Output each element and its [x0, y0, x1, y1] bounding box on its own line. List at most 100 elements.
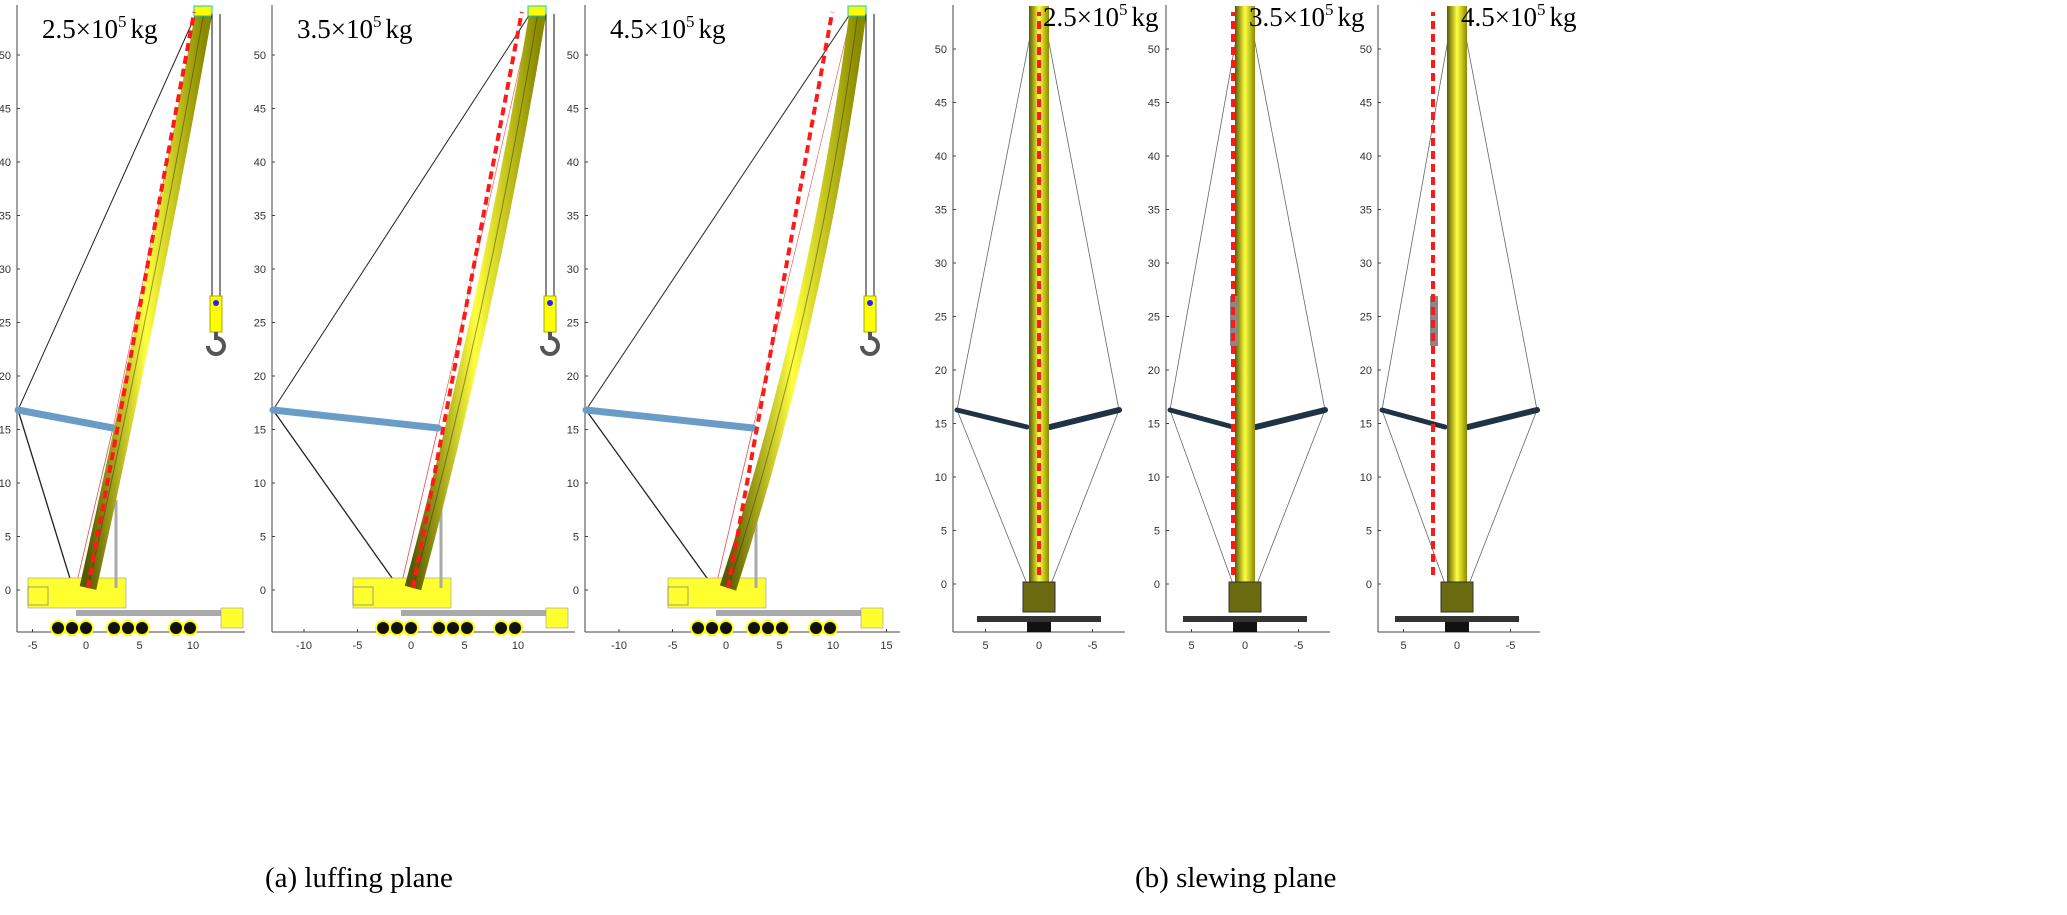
tie-cable	[1050, 409, 1120, 585]
turntable	[1022, 581, 1056, 613]
x-tick-label: 0	[723, 640, 729, 652]
y-tick-label: 35	[0, 211, 11, 223]
boom-head	[193, 5, 213, 17]
y-tick-label: 30	[254, 264, 266, 276]
y-tick-label: 35	[254, 211, 266, 223]
x-tick-label: 5	[982, 640, 988, 652]
y-tick-label: 35	[1360, 205, 1372, 217]
x-tick-label: -5	[1506, 640, 1516, 652]
guide-cable	[75, 427, 114, 587]
y-tick-label: 15	[567, 425, 579, 437]
y-tick-label: 15	[935, 419, 947, 431]
superlift-arm-right	[1253, 407, 1328, 430]
outrigger-beam	[1183, 616, 1307, 622]
wheel	[507, 620, 523, 636]
turntable	[1440, 581, 1474, 613]
wheel	[64, 620, 80, 636]
backstay-cable	[1041, 5, 1120, 411]
wheel	[389, 620, 405, 636]
guide-cable	[752, 11, 853, 429]
y-tick-label: 30	[1148, 258, 1160, 270]
y-tick-label: 45	[935, 98, 947, 110]
mass-exponent: 5	[1119, 0, 1128, 19]
wheel	[403, 620, 419, 636]
y-tick-label: 45	[1148, 98, 1160, 110]
backstay-cable	[956, 5, 1037, 411]
y-tick-label: 0	[573, 585, 579, 597]
x-tick-label: 5	[136, 640, 142, 652]
boom	[1235, 6, 1255, 584]
boom-head	[527, 5, 547, 17]
superlift-mast	[582, 406, 757, 432]
y-tick-label: 35	[935, 205, 947, 217]
tie-cable	[272, 409, 398, 586]
counterweight	[667, 586, 689, 606]
carrier-body	[667, 577, 767, 609]
tie-cable	[1381, 409, 1446, 585]
y-tick-label: 20	[567, 371, 579, 383]
y-tick-label: 25	[1148, 312, 1160, 324]
cab	[545, 607, 569, 629]
wheel	[182, 620, 198, 636]
y-tick-label: 0	[260, 585, 266, 597]
y-tick-label: 10	[0, 478, 11, 490]
y-tick-label: 40	[935, 151, 947, 163]
y-tick-label: 25	[567, 318, 579, 330]
boom-outline	[412, 11, 539, 589]
wheel	[704, 620, 720, 636]
cab	[860, 607, 884, 629]
superlift-mast	[14, 406, 117, 432]
y-tick-label: 5	[260, 532, 266, 544]
x-tick-label: 5	[1400, 640, 1406, 652]
x-tick-label: -5	[28, 640, 38, 652]
y-tick-label: 40	[1148, 151, 1160, 163]
hook-icon	[206, 332, 226, 356]
times-sign: ×10	[644, 14, 686, 44]
boom	[79, 10, 213, 590]
outrigger-beam	[1395, 616, 1519, 622]
y-tick-label: 0	[1154, 579, 1160, 591]
x-tick-label: 0	[1242, 640, 1248, 652]
y-tick-label: 35	[1148, 205, 1160, 217]
mass-base: 3.5	[1249, 2, 1283, 32]
deflection-reference-line	[411, 11, 524, 589]
y-tick-label: 5	[1366, 526, 1372, 538]
guide-cable	[437, 11, 533, 429]
tie-cable	[17, 409, 73, 586]
guide-cable	[400, 427, 439, 587]
chassis	[716, 610, 861, 616]
tie-cable	[956, 409, 1028, 585]
wheel	[493, 620, 509, 636]
y-tick-label: 20	[254, 371, 266, 383]
y-tick-label: 40	[254, 157, 266, 169]
backstay-cable	[17, 13, 197, 411]
x-tick-label: -5	[1294, 640, 1304, 652]
x-tick-label: 0	[1454, 640, 1460, 652]
wheel	[120, 620, 136, 636]
y-tick-label: 20	[1360, 365, 1372, 377]
y-tick-label: 40	[1360, 151, 1372, 163]
y-tick-label: 0	[1366, 579, 1372, 591]
x-tick-label: -5	[668, 640, 678, 652]
mass-label: 3.5×105 kg	[1249, 0, 1364, 32]
wheel	[431, 620, 447, 636]
outrigger-beam	[977, 616, 1101, 622]
times-sign: ×10	[1495, 2, 1537, 32]
cab	[220, 607, 244, 629]
tie-cable	[585, 409, 713, 586]
x-tick-label: 5	[776, 640, 782, 652]
chassis	[401, 610, 546, 616]
mass-exponent: 5	[118, 12, 127, 31]
y-tick-label: 35	[567, 211, 579, 223]
mass-base: 2.5	[1043, 2, 1077, 32]
turntable	[1228, 581, 1262, 613]
backstay-cable	[1459, 5, 1538, 411]
superlift-arm-right	[1047, 407, 1122, 430]
x-tick-label: 0	[83, 640, 89, 652]
wheel	[459, 620, 475, 636]
y-tick-label: 25	[0, 318, 11, 330]
